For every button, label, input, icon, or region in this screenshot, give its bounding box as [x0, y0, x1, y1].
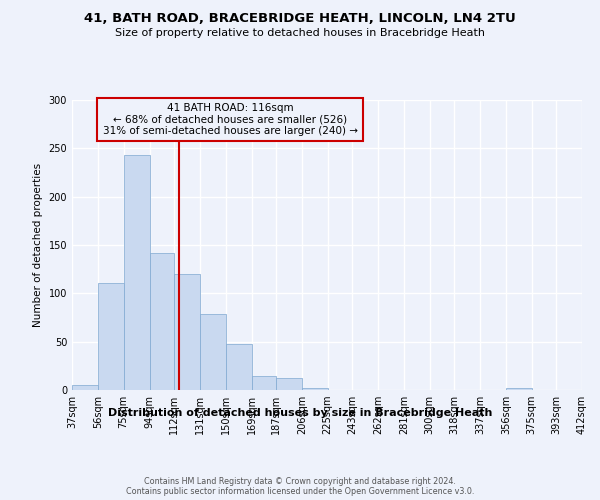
Bar	[226, 344, 251, 390]
Bar	[302, 388, 328, 390]
Bar	[200, 314, 226, 390]
Bar	[251, 376, 276, 390]
Text: 41 BATH ROAD: 116sqm
← 68% of detached houses are smaller (526)
31% of semi-deta: 41 BATH ROAD: 116sqm ← 68% of detached h…	[103, 103, 358, 136]
Bar	[98, 282, 124, 390]
Bar	[72, 385, 98, 390]
Y-axis label: Number of detached properties: Number of detached properties	[33, 163, 43, 327]
Bar	[276, 378, 302, 390]
Bar	[174, 274, 200, 390]
Bar	[124, 155, 149, 390]
Text: Distribution of detached houses by size in Bracebridge Heath: Distribution of detached houses by size …	[108, 408, 492, 418]
Text: Contains HM Land Registry data © Crown copyright and database right 2024.: Contains HM Land Registry data © Crown c…	[144, 478, 456, 486]
Text: Contains public sector information licensed under the Open Government Licence v3: Contains public sector information licen…	[126, 488, 474, 496]
Bar	[149, 252, 174, 390]
Bar	[506, 388, 532, 390]
Text: 41, BATH ROAD, BRACEBRIDGE HEATH, LINCOLN, LN4 2TU: 41, BATH ROAD, BRACEBRIDGE HEATH, LINCOL…	[84, 12, 516, 26]
Text: Size of property relative to detached houses in Bracebridge Heath: Size of property relative to detached ho…	[115, 28, 485, 38]
